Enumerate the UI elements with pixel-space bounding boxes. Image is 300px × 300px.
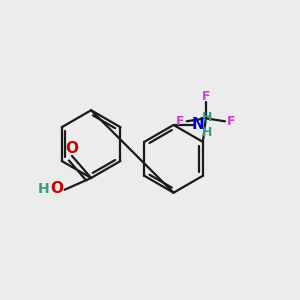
Text: F: F [176, 115, 184, 128]
Text: O: O [65, 141, 78, 156]
Text: H: H [202, 111, 212, 124]
Text: F: F [227, 115, 236, 128]
Text: H: H [202, 126, 212, 139]
Text: N: N [192, 117, 204, 132]
Text: H: H [38, 182, 49, 196]
Text: O: O [50, 182, 64, 196]
Text: F: F [202, 90, 210, 104]
